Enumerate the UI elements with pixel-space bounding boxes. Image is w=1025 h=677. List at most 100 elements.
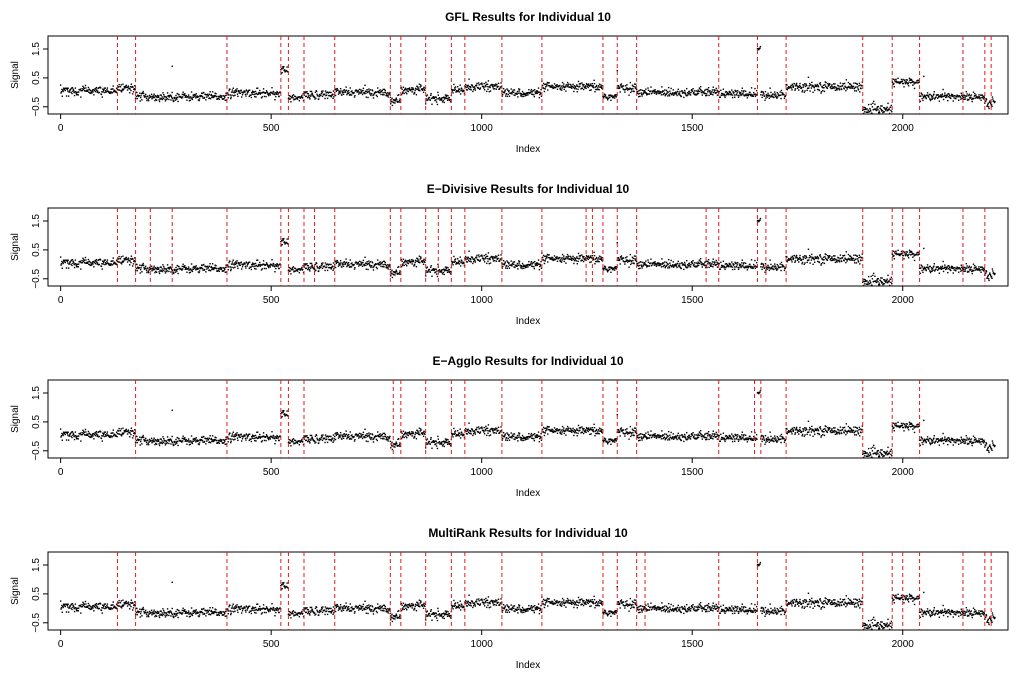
- signal-point: [394, 100, 397, 102]
- signal-point: [441, 97, 443, 99]
- signal-point: [656, 91, 658, 93]
- signal-point: [931, 270, 933, 272]
- signal-point: [338, 92, 341, 94]
- signal-point: [751, 95, 753, 97]
- signal-point: [334, 94, 337, 97]
- signal-point: [804, 262, 806, 264]
- signal-point: [536, 90, 539, 93]
- signal-point: [88, 88, 90, 90]
- signal-point: [750, 265, 752, 268]
- signal-point: [661, 263, 664, 265]
- signal-point: [587, 83, 590, 85]
- signal-point: [561, 259, 563, 261]
- signal-point: [207, 439, 210, 441]
- signal-point: [817, 258, 820, 260]
- signal-point: [97, 259, 99, 262]
- signal-point: [638, 264, 641, 267]
- signal-point: [158, 271, 160, 273]
- signal-point: [332, 97, 334, 100]
- signal-point: [707, 89, 709, 91]
- signal-point: [274, 92, 277, 94]
- signal-point: [161, 268, 163, 270]
- signal-point: [359, 92, 362, 94]
- signal-point: [318, 267, 320, 270]
- signal-point: [67, 259, 69, 261]
- signal-point: [353, 91, 355, 94]
- signal-point: [212, 96, 215, 99]
- signal-point: [216, 442, 219, 444]
- signal-point: [95, 260, 97, 262]
- signal-point: [651, 92, 653, 95]
- signal-point: [369, 93, 371, 95]
- signal-point: [699, 85, 702, 88]
- signal-point: [60, 263, 63, 265]
- signal-point: [64, 259, 66, 262]
- signal-point: [213, 439, 215, 441]
- signal-point: [78, 263, 80, 265]
- signal-point: [591, 82, 594, 85]
- signal-point: [811, 253, 813, 256]
- signal-point: [654, 90, 656, 93]
- signal-point: [922, 271, 924, 274]
- signal-point: [311, 264, 313, 266]
- signal-point: [834, 83, 836, 85]
- signal-point: [296, 96, 298, 99]
- signal-point: [171, 96, 173, 99]
- signal-point: [294, 95, 297, 98]
- signal-point: [766, 94, 769, 97]
- signal-point: [203, 435, 205, 438]
- signal-point: [224, 268, 226, 271]
- signal-point: [315, 97, 317, 99]
- signal-point: [147, 442, 149, 445]
- signal-point: [163, 265, 165, 268]
- signal-point: [66, 88, 69, 91]
- signal-point: [251, 262, 254, 264]
- signal-point: [384, 91, 387, 94]
- signal-point: [251, 265, 253, 267]
- signal-point: [804, 90, 806, 92]
- signal-point: [411, 87, 413, 89]
- signal-point: [307, 267, 310, 269]
- signal-point: [552, 257, 554, 259]
- signal-point: [941, 265, 944, 267]
- signal-point: [402, 86, 405, 88]
- signal-point: [614, 94, 616, 96]
- signal-point: [404, 259, 407, 261]
- signal-point: [964, 268, 966, 271]
- signal-point: [84, 428, 87, 431]
- signal-point: [961, 269, 963, 272]
- signal-point: [722, 88, 725, 90]
- signal-point: [775, 268, 778, 270]
- signal-point: [708, 262, 711, 265]
- signal-point: [644, 263, 646, 265]
- signal-point: [975, 266, 977, 268]
- signal-point: [555, 257, 557, 259]
- signal-point: [233, 436, 235, 438]
- signal-point: [466, 85, 468, 87]
- signal-point: [720, 261, 722, 264]
- signal-point: [398, 94, 400, 96]
- signal-point: [990, 104, 993, 106]
- signal-point: [858, 254, 861, 256]
- signal-point: [706, 88, 709, 90]
- signal-point: [849, 255, 852, 257]
- signal-point: [484, 86, 486, 88]
- signal-point: [368, 264, 371, 266]
- signal-point: [329, 95, 332, 97]
- signal-point: [621, 86, 623, 89]
- signal-point: [283, 65, 285, 68]
- signal-point: [830, 87, 832, 90]
- signal-point: [145, 441, 148, 444]
- signal-point: [403, 261, 405, 264]
- signal-point: [838, 89, 841, 91]
- signal-point: [133, 432, 135, 435]
- signal-point: [456, 90, 458, 93]
- signal-point: [153, 440, 156, 443]
- signal-point: [931, 268, 933, 270]
- signal-point: [59, 428, 62, 430]
- signal-point: [858, 82, 861, 84]
- signal-point: [114, 434, 116, 436]
- signal-point: [409, 89, 412, 92]
- signal-point: [218, 98, 221, 101]
- signal-point: [461, 260, 463, 262]
